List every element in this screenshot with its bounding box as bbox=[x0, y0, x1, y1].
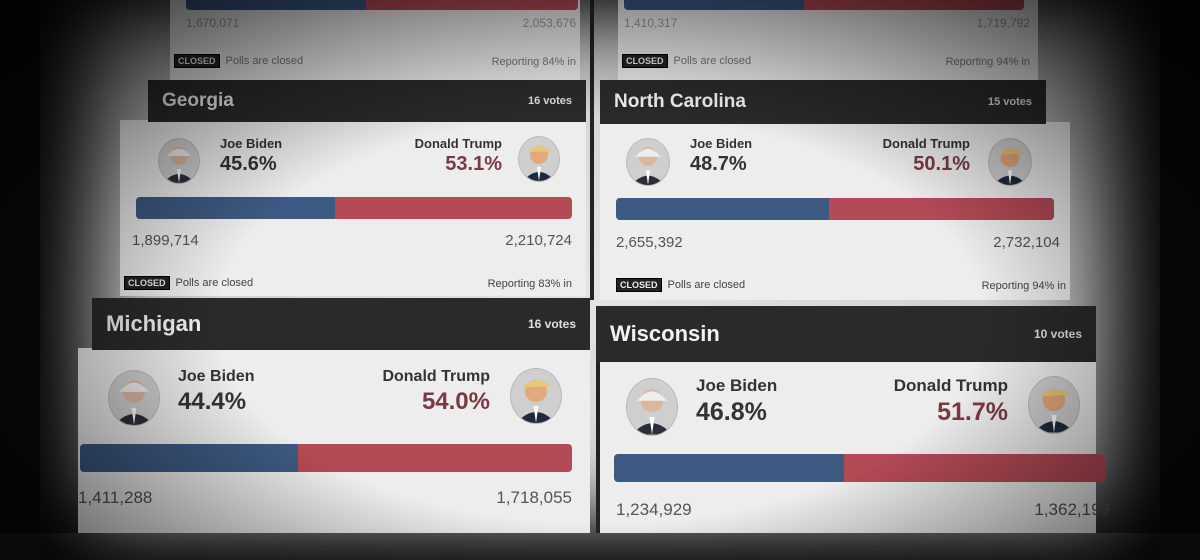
trump-avatar bbox=[518, 136, 560, 182]
poll-status: CLOSED Polls are closed bbox=[124, 276, 253, 290]
dem-percentage: 48.7% bbox=[690, 153, 747, 175]
vote-share-bar bbox=[614, 454, 1106, 482]
closed-badge: CLOSED bbox=[622, 54, 668, 68]
rep-candidate-name: Donald Trump bbox=[382, 368, 490, 385]
rep-percentage: 54.0% bbox=[421, 388, 490, 415]
dem-candidate-name: Joe Biden bbox=[690, 136, 753, 151]
electoral-votes: 15 votes bbox=[987, 96, 1032, 108]
dem-candidate-name: Joe Biden bbox=[696, 376, 778, 395]
poll-status-text: Polls are closed bbox=[673, 55, 752, 67]
center-divider bbox=[590, 0, 594, 300]
biden-avatar bbox=[108, 370, 160, 426]
dem-vote-count: 1,234,929 bbox=[616, 500, 692, 519]
closed-badge: CLOSED bbox=[616, 278, 662, 292]
rep-percentage: 51.7% bbox=[937, 398, 1008, 426]
dem-vote-count: 1,411,288 bbox=[78, 488, 153, 507]
poll-status-text: Polls are closed bbox=[667, 279, 746, 291]
poll-status-text: Polls are closed bbox=[225, 55, 304, 67]
poll-status: CLOSED Polls are closed bbox=[622, 54, 751, 68]
dem-percentage: 45.6% bbox=[220, 153, 277, 175]
rep-vote-count: 1,718,055 bbox=[496, 488, 572, 507]
dem-vote-count: 1,670,071 bbox=[186, 16, 240, 30]
poll-status: CLOSED Polls are closed bbox=[616, 278, 745, 292]
biden-avatar bbox=[626, 378, 678, 436]
vote-share-bar bbox=[80, 444, 572, 472]
dem-candidate-name: Joe Biden bbox=[220, 136, 283, 151]
rep-candidate: Donald Trump 54.0% bbox=[382, 368, 490, 416]
closed-badge: CLOSED bbox=[124, 276, 170, 290]
state-name: Georgia bbox=[162, 90, 234, 111]
state-card-wisconsin[interactable]: Wisconsin 10 votes Joe Biden 46.8% Donal… bbox=[596, 306, 1110, 533]
rep-candidate: Donald Trump 51.7% bbox=[894, 376, 1008, 427]
biden-avatar bbox=[626, 138, 670, 186]
poll-status: CLOSED Polls are closed bbox=[174, 54, 303, 68]
rep-vote-count: 2,210,724 bbox=[505, 232, 572, 249]
closed-badge: CLOSED bbox=[174, 54, 220, 68]
rep-candidate-name: Donald Trump bbox=[414, 136, 502, 151]
state-card-georgia[interactable]: Georgia 16 votes Joe Biden 45.6% Donald … bbox=[120, 80, 586, 296]
rep-vote-count: 2,732,104 bbox=[993, 234, 1060, 251]
rep-candidate-name: Donald Trump bbox=[893, 376, 1008, 395]
dem-vote-count: 1,410,317 bbox=[624, 16, 678, 30]
state-card-north-carolina[interactable]: North Carolina 15 votes Joe Biden 48.7% … bbox=[600, 80, 1070, 300]
dem-percentage: 44.4% bbox=[178, 388, 247, 415]
state-card-michigan[interactable]: Michigan 16 votes Joe Biden 44.4% Donald… bbox=[78, 298, 590, 533]
electoral-votes: 10 votes bbox=[1033, 327, 1082, 341]
rep-percentage: 53.1% bbox=[445, 153, 502, 175]
vote-share-bar bbox=[136, 197, 572, 219]
rep-vote-count: 1,362,199 bbox=[1034, 500, 1110, 519]
rep-candidate: Donald Trump 50.1% bbox=[883, 136, 970, 176]
reporting-text: Reporting 84% in bbox=[491, 56, 576, 68]
rep-candidate: Donald Trump 53.1% bbox=[415, 136, 502, 176]
electoral-votes: 16 votes bbox=[527, 317, 576, 331]
state-name: North Carolina bbox=[614, 91, 746, 112]
vote-share-bar bbox=[624, 0, 1024, 10]
trump-avatar bbox=[1028, 376, 1080, 434]
state-name: Michigan bbox=[106, 311, 202, 336]
dem-percentage: 46.8% bbox=[696, 398, 767, 426]
rep-vote-count: 1,719,792 bbox=[976, 16, 1030, 30]
dem-candidate: Joe Biden 46.8% bbox=[696, 376, 777, 427]
biden-avatar bbox=[158, 138, 200, 184]
column-divider bbox=[596, 362, 600, 533]
vote-share-bar bbox=[616, 198, 1054, 220]
dem-candidate: Joe Biden 48.7% bbox=[690, 136, 752, 176]
trump-avatar bbox=[988, 138, 1032, 186]
vote-share-bar bbox=[186, 0, 578, 10]
trump-avatar bbox=[510, 368, 562, 424]
dem-vote-count: 1,899,714 bbox=[132, 232, 199, 249]
state-name: Wisconsin bbox=[610, 321, 720, 346]
dem-vote-count: 2,655,392 bbox=[616, 234, 683, 251]
dem-candidate-name: Joe Biden bbox=[178, 368, 255, 385]
rep-candidate-name: Donald Trump bbox=[882, 136, 970, 151]
partial-card-top-left: 1,670,071 2,053,676 CLOSED Polls are clo… bbox=[170, 0, 580, 80]
reporting-text: Reporting 94% in bbox=[945, 56, 1030, 68]
dem-candidate: Joe Biden 45.6% bbox=[220, 136, 282, 176]
electoral-votes: 16 votes bbox=[527, 95, 572, 107]
reporting-text: Reporting 83% in bbox=[487, 278, 572, 290]
partial-card-top-right: 1,410,317 1,719,792 CLOSED Polls are clo… bbox=[618, 0, 1038, 80]
poll-status-text: Polls are closed bbox=[175, 277, 254, 289]
dem-candidate: Joe Biden 44.4% bbox=[178, 368, 254, 416]
rep-percentage: 50.1% bbox=[913, 153, 970, 175]
reporting-text: Reporting 94% in bbox=[981, 280, 1066, 292]
rep-vote-count: 2,053,676 bbox=[522, 16, 576, 30]
